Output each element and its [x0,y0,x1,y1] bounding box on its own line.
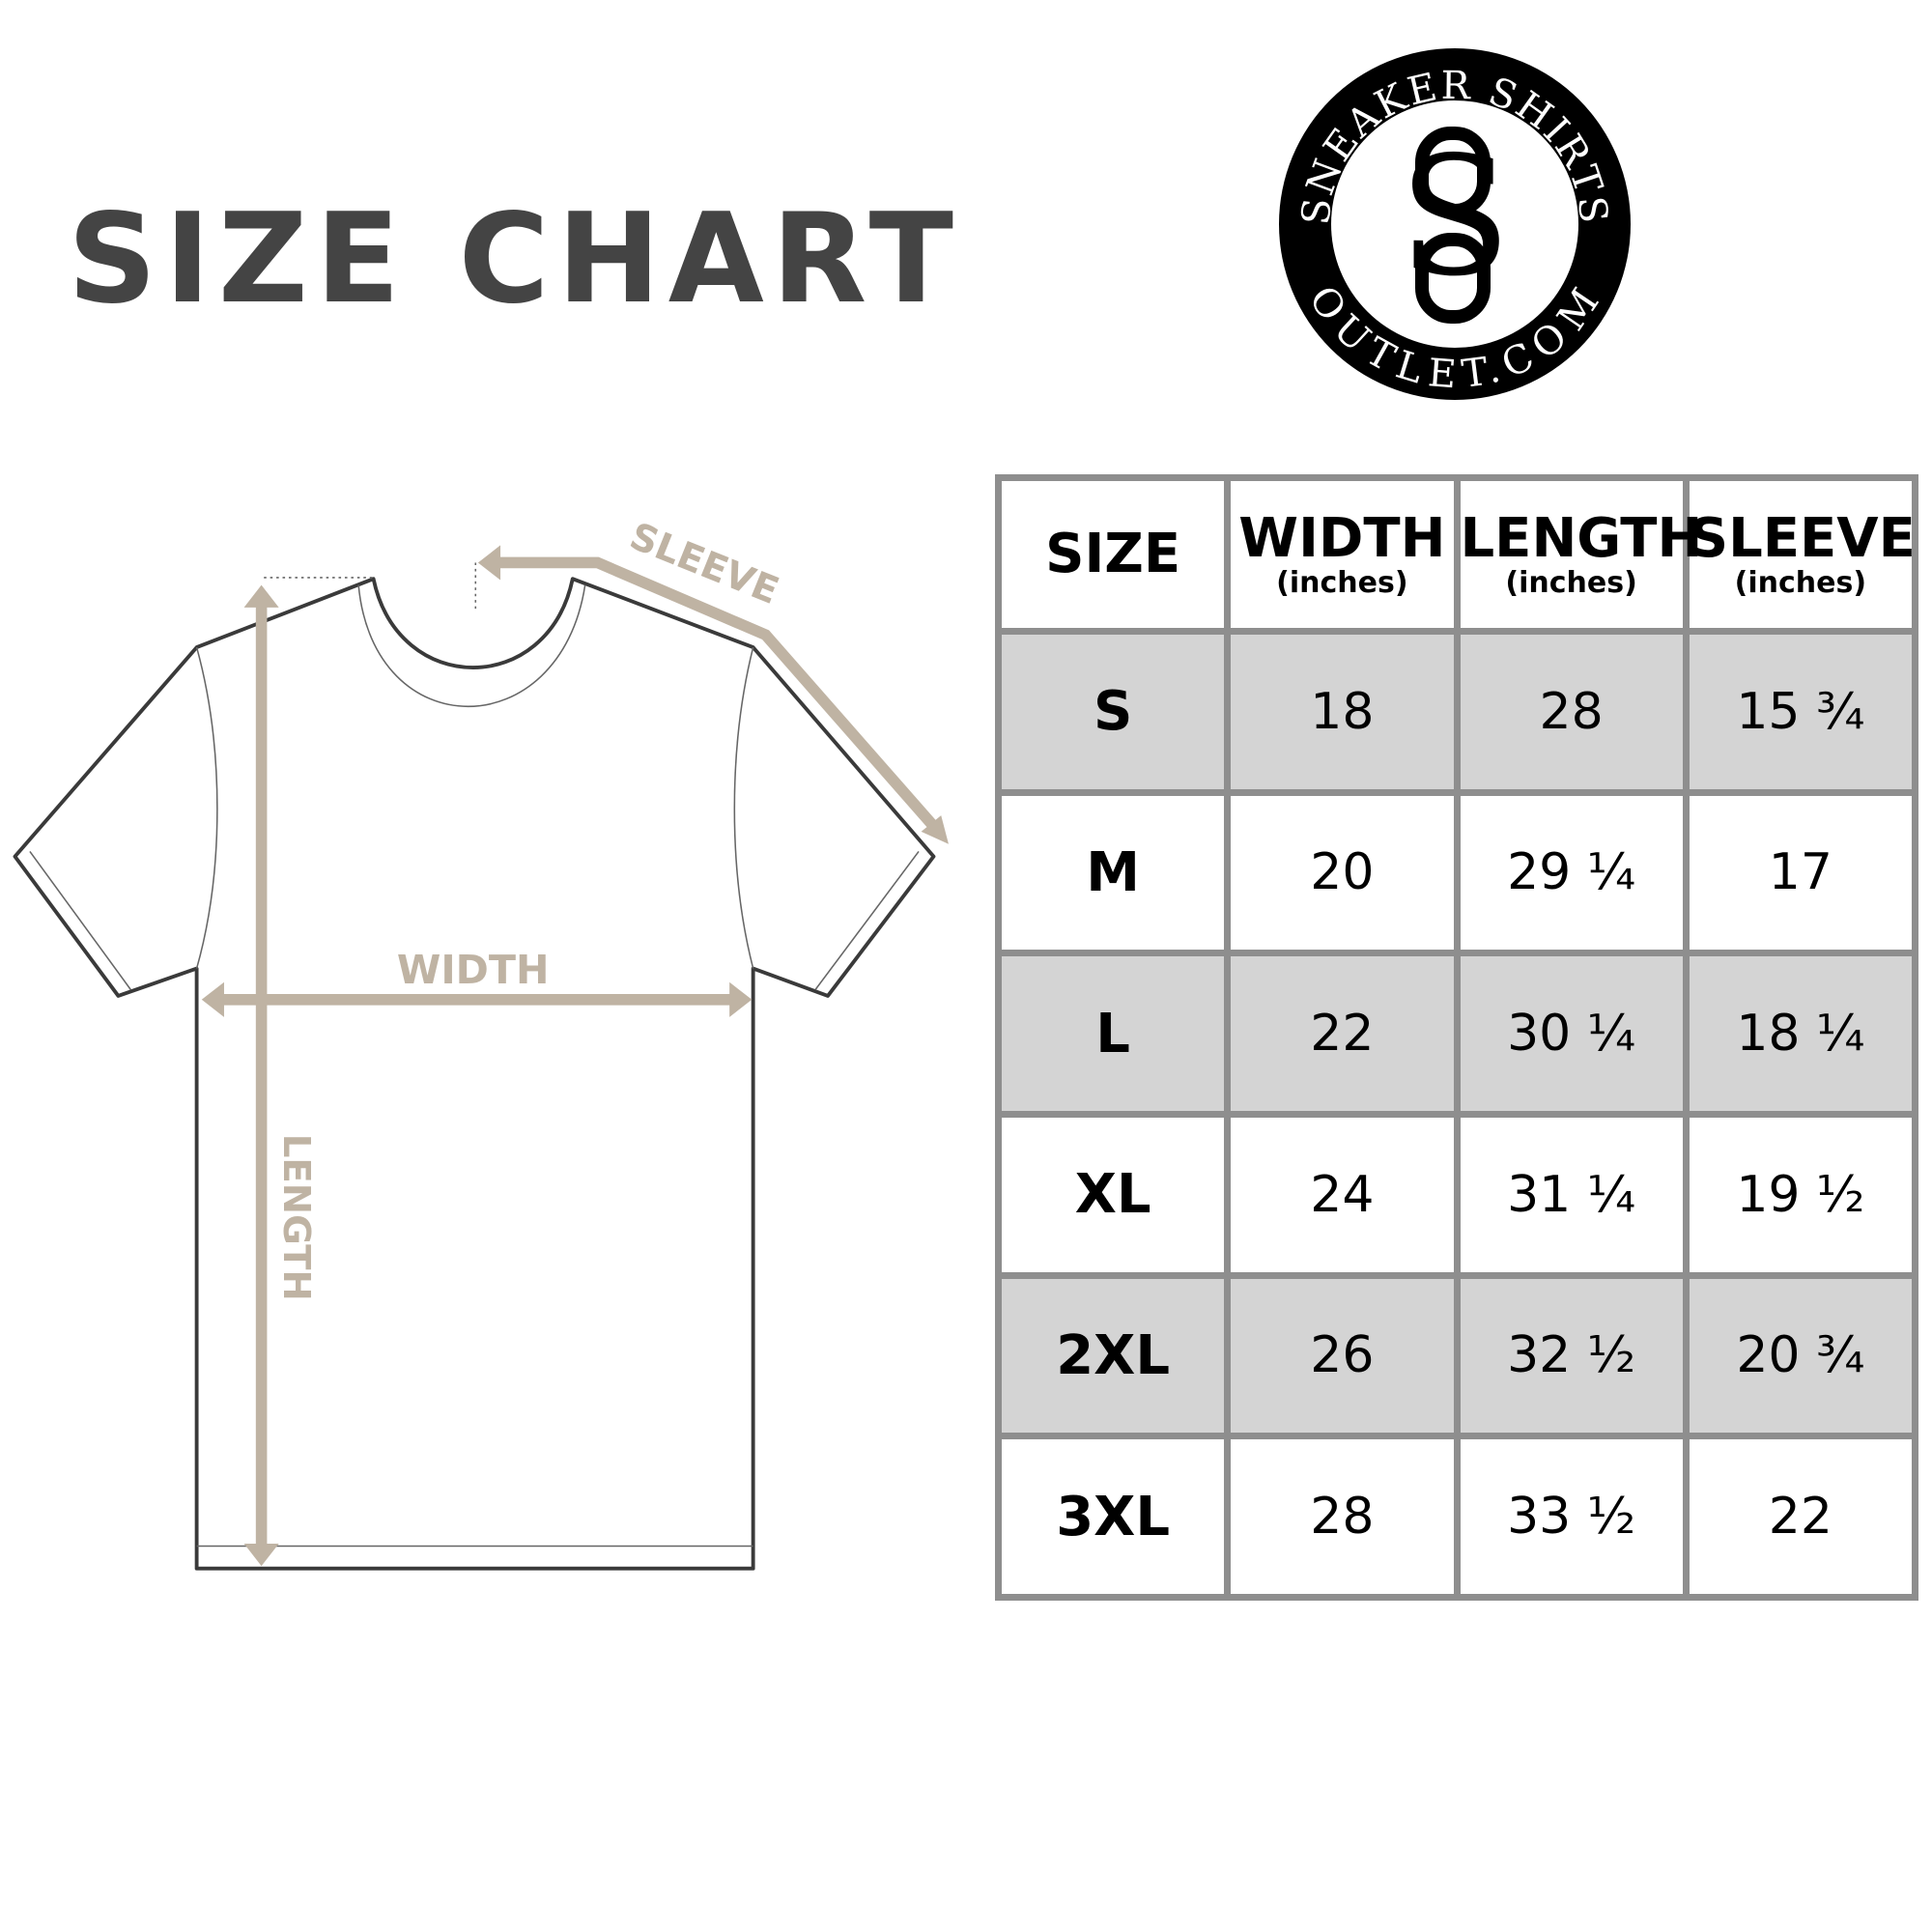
table-row: S 18 28 15 ¾ [994,628,1919,796]
table-row: 3XL 28 33 ½ 22 [994,1433,1919,1601]
width-label: WIDTH [397,947,550,993]
length-cell: 30 ¼ [1453,950,1690,1118]
length-cell: 33 ½ [1453,1433,1690,1601]
header-width: WIDTH (inches) [1224,474,1461,635]
width-cell: 20 [1224,788,1461,957]
header-sleeve: SLEEVE (inches) [1682,474,1919,635]
sleeve-cell: 22 [1682,1433,1919,1601]
sleeve-cell: 20 ¾ [1682,1271,1919,1440]
page-title: SIZE CHART [68,187,961,331]
width-cell: 22 [1224,950,1461,1118]
width-cell: 24 [1224,1110,1461,1279]
width-cell: 28 [1224,1433,1461,1601]
table-row: XL 24 31 ¼ 19 ½ [994,1110,1919,1279]
sleeve-cell: 15 ¾ [1682,628,1919,796]
length-cell: 29 ¼ [1453,788,1690,957]
size-cell: L [994,950,1232,1118]
length-cell: 32 ½ [1453,1271,1690,1440]
table-header-row: SIZE WIDTH (inches) LENGTH (inches) SLEEVE… [994,474,1919,635]
sleeve-cell: 19 ½ [1682,1110,1919,1279]
table-row: 2XL 26 32 ½ 20 ¾ [994,1271,1919,1440]
brand-logo: SNEAKER SHIRTS OUTLET.COM S [1279,48,1631,400]
size-table: SIZE WIDTH (inches) LENGTH (inches) SLEEVE… [994,474,1919,1601]
sleeve-arrow [486,556,942,836]
size-cell: 3XL [994,1433,1232,1601]
length-cell: 28 [1453,628,1690,796]
sleeve-cell: 17 [1682,788,1919,957]
header-size: SIZE [994,474,1232,635]
size-cell: 2XL [994,1271,1232,1440]
header-length: LENGTH (inches) [1453,474,1702,635]
size-cell: M [994,788,1232,957]
sleeve-label: SLEEVE [624,515,785,613]
size-cell: XL [994,1110,1232,1279]
sleeve-cell: 18 ¼ [1682,950,1919,1118]
tshirt-outline [13,577,936,1571]
width-cell: 26 [1224,1271,1461,1440]
table-row: M 20 29 ¼ 17 [994,788,1919,957]
length-cell: 31 ¼ [1453,1110,1690,1279]
size-cell: S [994,628,1232,796]
table-row: L 22 30 ¼ 18 ¼ [994,950,1919,1118]
width-cell: 18 [1224,628,1461,796]
length-label: LENGTH [274,1134,318,1301]
